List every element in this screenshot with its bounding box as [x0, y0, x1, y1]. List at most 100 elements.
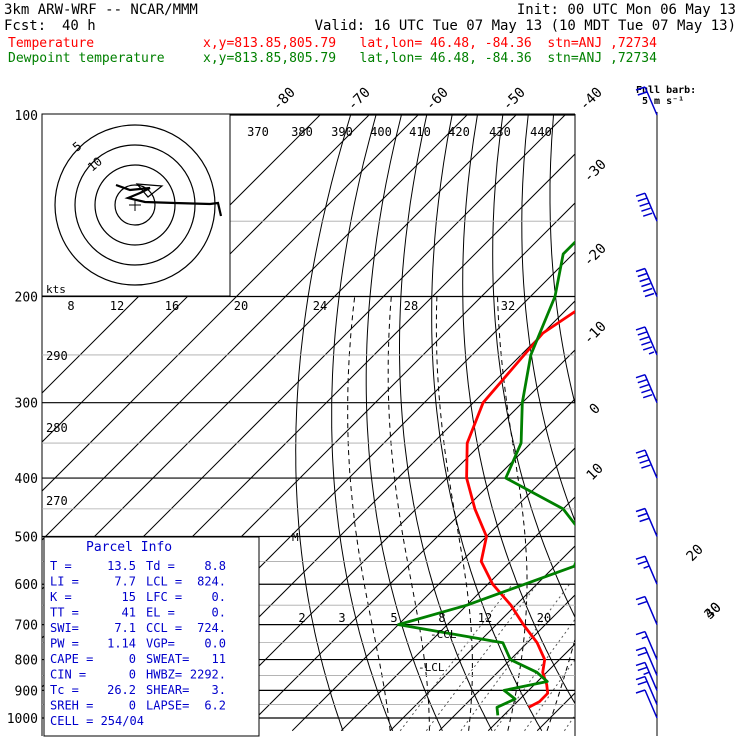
- isotherm: [193, 349, 575, 732]
- theta-label: 440: [530, 125, 552, 139]
- isotherm-label: 40: [702, 600, 725, 623]
- dry-adiabat: [706, 115, 740, 731]
- parcel-field-label: TT =: [50, 606, 79, 620]
- wind-barb-shape: [635, 86, 658, 116]
- moist-adiabat: [435, 296, 473, 731]
- moist-adiabat: [347, 296, 391, 731]
- parcel-field-value: 11: [212, 652, 226, 666]
- wind-barb: [635, 595, 658, 625]
- parcel-field-label: SREH =: [50, 699, 93, 713]
- parcel-field-value: 0: [129, 652, 136, 666]
- hodograph-ring: [74, 144, 196, 266]
- wind-barb-shape: [635, 192, 658, 222]
- valid-time: Valid: 16 UTC Tue 07 May 13 (10 MDT Tue …: [314, 18, 736, 34]
- parcel-field-label: SWEAT=: [146, 652, 189, 666]
- parcel-field-label: HWBZ=: [146, 668, 182, 682]
- parcel-field-value: 6.2: [204, 699, 226, 713]
- hodograph-trace: [115, 183, 223, 217]
- dry-adiabat: [655, 115, 740, 731]
- isotherm: [42, 114, 420, 492]
- mixing-ratio-line: [563, 714, 575, 732]
- parcel-field-label: CCL =: [146, 621, 182, 635]
- parcel-field-value: 1.14: [107, 637, 136, 651]
- isotherm-label: -20: [581, 241, 610, 270]
- level-mark-m: M: [292, 531, 299, 544]
- level-mark-ccl: -CCL: [430, 628, 457, 641]
- isotherm: [586, 102, 740, 731]
- wind-barb: [635, 373, 658, 403]
- pressure-tick-label: 400: [15, 472, 38, 487]
- pressure-tick-label: 300: [15, 397, 38, 412]
- barb-legend-value: 5 m s⁻¹: [642, 96, 685, 107]
- mixing-ratio-label: 20: [234, 299, 248, 313]
- dry-adiabat: [680, 115, 740, 731]
- init-time: Init: 00 UTC Mon 06 May 13: [516, 2, 736, 18]
- isotherm: [487, 643, 575, 732]
- mixing-ratio-line: [524, 658, 575, 732]
- parcel-field-label: EL =: [146, 606, 175, 620]
- parcel-field-value: 41: [122, 606, 136, 620]
- moist-adiabat: [546, 637, 575, 731]
- mixing-ratio-label: 12: [110, 299, 124, 313]
- mixing-ratio-label: 16: [165, 299, 179, 313]
- parcel-field-label: Td =: [146, 559, 175, 573]
- parcel-field-value: 0.: [212, 606, 226, 620]
- isotherm-label: -10: [581, 319, 610, 348]
- isotherm-label: -30: [581, 157, 610, 186]
- pressure-tick-label: 800: [15, 654, 38, 669]
- barb-legend-title: Full barb:: [636, 85, 697, 96]
- dry-adiabat: [604, 115, 740, 731]
- wind-barb-shape: [635, 507, 658, 537]
- moist-adiabat: [497, 296, 528, 731]
- theta-label: 370: [247, 125, 269, 139]
- dewpoint-profile: [397, 240, 575, 716]
- parcel-field-label: LCL =: [146, 575, 182, 589]
- mixing-ratio-label: 28: [404, 299, 418, 313]
- isotherm-label: -50: [500, 85, 529, 114]
- wind-barb: [635, 192, 658, 222]
- parcel-field-label: K =: [50, 590, 72, 604]
- mixing-ratio-label: 3: [338, 611, 345, 625]
- parcel-info-title: Parcel Info: [86, 540, 172, 555]
- dry-adiabat: [365, 114, 443, 732]
- forecast-label: Fcst:: [4, 18, 47, 34]
- wind-barb-shape: [635, 630, 658, 660]
- wind-barb: [635, 646, 658, 676]
- parcel-field-value: 724.: [197, 621, 226, 635]
- parcel-field-value: 0: [129, 668, 136, 682]
- parcel-field-label: CAPE =: [50, 652, 93, 666]
- wind-barb: [635, 555, 658, 585]
- isotherm: [42, 114, 518, 590]
- wind-barb-shape: [635, 661, 658, 691]
- parcel-field-value: 13.5: [107, 559, 136, 573]
- wind-barb: [635, 507, 658, 537]
- forecast-value: 40 h: [62, 18, 96, 34]
- temperature-label: Temperature: [8, 36, 95, 51]
- mixing-ratio-label: 24: [313, 299, 327, 313]
- pressure-tick-label: 900: [15, 684, 38, 699]
- mixing-ratio-label: 2: [298, 611, 305, 625]
- parcel-field-label: LI =: [50, 575, 79, 589]
- pressure-tick-label: 100: [15, 109, 38, 124]
- wind-barb-shape: [635, 675, 658, 705]
- mixing-ratio-label: 20: [537, 611, 551, 625]
- wind-barb-shape: [635, 373, 658, 403]
- model-label: 3km ARW-WRF -- NCAR/MMM: [4, 2, 198, 18]
- parcel-field-value: 7.1: [114, 621, 136, 635]
- theta-label: 270: [46, 494, 68, 508]
- theta-label: 390: [331, 125, 353, 139]
- hodograph-unit-label: kts: [46, 283, 66, 296]
- wind-barb: [635, 689, 658, 719]
- wind-barb: [635, 675, 658, 705]
- isotherm-label: 10: [584, 461, 607, 484]
- isotherm-label: 0: [587, 401, 604, 418]
- pressure-tick-label: 600: [15, 578, 38, 593]
- mixing-ratio-label: 8: [438, 611, 445, 625]
- dry-adiabat: [295, 114, 352, 731]
- mixing-ratio-line: [425, 583, 538, 732]
- theta-label: 410: [409, 125, 431, 139]
- dry-adiabat: [577, 115, 740, 731]
- wind-barb-shape: [635, 689, 658, 719]
- theta-label: 420: [448, 125, 470, 139]
- parcel-field-value: 15: [122, 590, 136, 604]
